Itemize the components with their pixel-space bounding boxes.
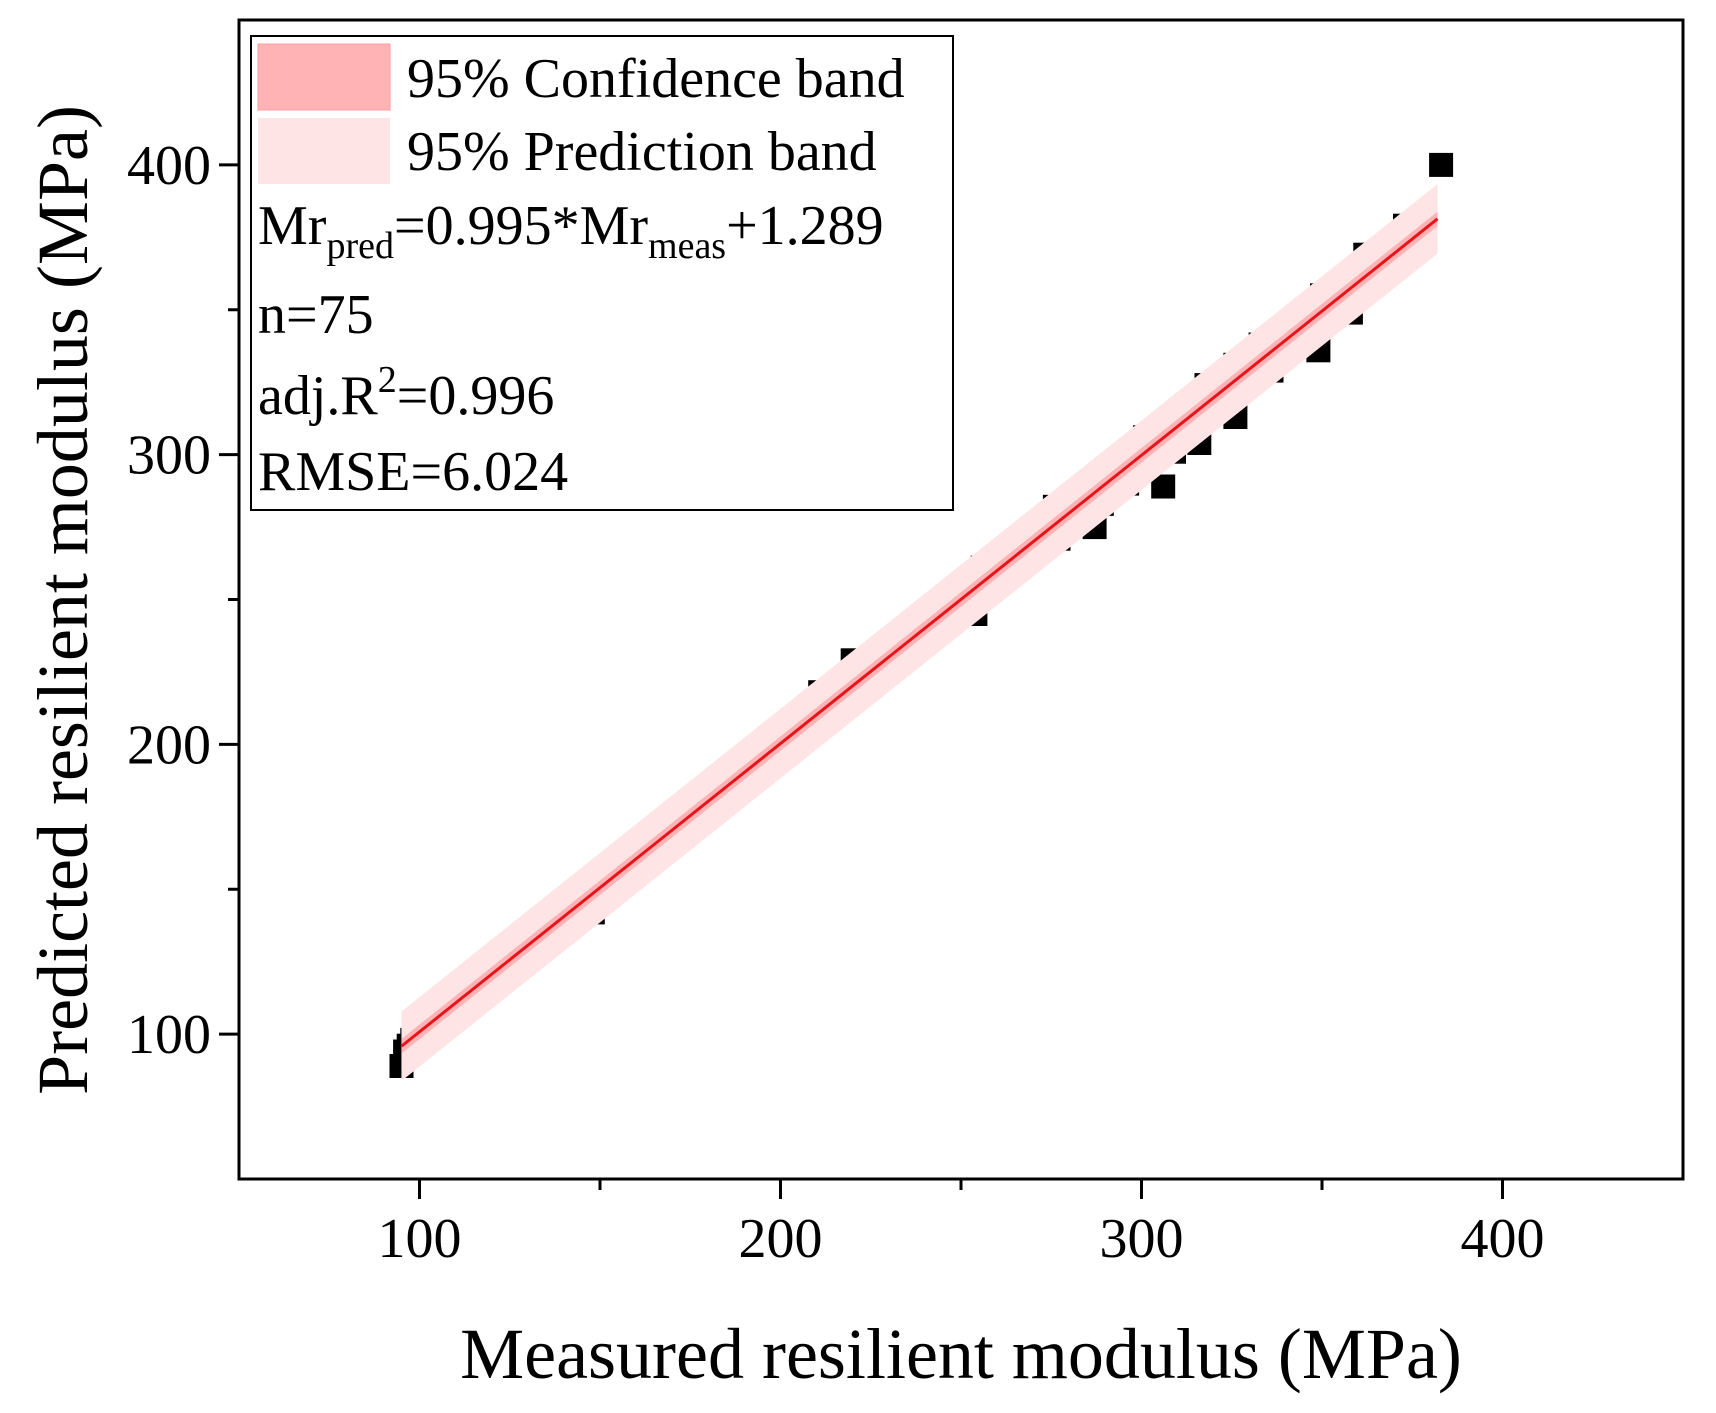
y-tick-label: 200: [127, 714, 211, 776]
r2-suffix: =0.996: [397, 365, 555, 427]
y-axis-ticks: 100 200 300 400: [127, 135, 239, 1066]
y-tick-label: 300: [127, 425, 211, 487]
x-tick-label: 400: [1461, 1208, 1545, 1270]
x-tick-label: 200: [739, 1208, 823, 1270]
x-axis-ticks: 100 200 300 400: [378, 1179, 1545, 1270]
x-tick-label: 100: [378, 1208, 462, 1270]
legend-adj-r2: adj.R2=0.996: [258, 359, 554, 427]
equation-mid: =0.995*Mr: [394, 195, 648, 257]
y-tick-label: 400: [127, 135, 211, 197]
legend-confidence-swatch: [257, 43, 391, 111]
legend-box: [250, 35, 954, 511]
r2-sup: 2: [378, 359, 397, 401]
r2-prefix: adj.R: [258, 365, 378, 427]
legend-confidence-label: 95% Confidence band: [407, 48, 905, 110]
legend-equation: Mrpred=0.995*Mrmeas+1.289: [258, 195, 884, 267]
legend-prediction-label: 95% Prediction band: [407, 121, 877, 183]
data-point: [1429, 152, 1454, 177]
regression-fit-line: [400, 217, 1439, 1048]
equation-lhs-sub: pred: [326, 225, 394, 267]
equation-mid-sub: meas: [648, 225, 726, 267]
legend-n: n=75: [258, 284, 374, 346]
equation-lhs: Mr: [258, 195, 327, 257]
equation-rhs: +1.289: [726, 195, 884, 257]
x-axis-title: Measured resilient modulus (MPa): [460, 1314, 1462, 1394]
legend-rmse: RMSE=6.024: [258, 441, 568, 503]
y-tick-label: 100: [127, 1004, 211, 1066]
legend-prediction-swatch: [258, 118, 390, 184]
x-tick-label: 300: [1100, 1208, 1184, 1270]
y-axis-title: Predicted resilient modulus (MPa): [23, 105, 103, 1095]
legend: 95% Confidence band 95% Prediction band …: [250, 35, 954, 511]
